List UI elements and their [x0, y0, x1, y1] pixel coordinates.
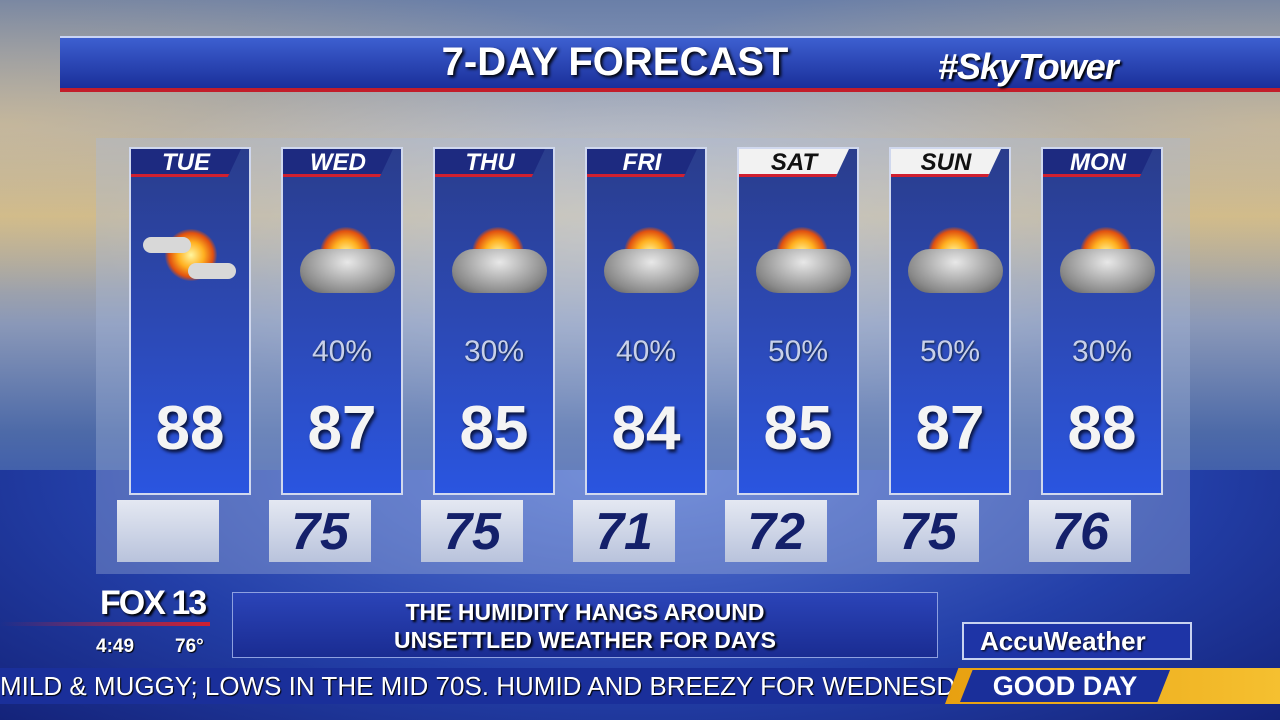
high-temp: 85 [459, 394, 529, 463]
precip-chance: 50% [919, 335, 981, 368]
day-label: MON [1043, 149, 1153, 177]
forecast-card-sat: SAT 50% 85 [737, 147, 859, 495]
day-label: TUE [131, 149, 241, 177]
forecast-card-mon: MON 30% 88 [1041, 147, 1163, 495]
sun-cloud-rain-icon [447, 219, 547, 299]
high-temp: 87 [915, 394, 985, 463]
day-label: WED [283, 149, 393, 177]
logo-divider [0, 622, 210, 626]
sun-cloud-rain-icon [599, 219, 699, 299]
headline-line-1: THE HUMIDITY HANGS AROUND [405, 599, 765, 625]
precip-chance: 40% [615, 335, 677, 368]
forecast-card-thu: THU 30% 85 [433, 147, 555, 495]
headline-box: THE HUMIDITY HANGS AROUND UNSETTLED WEAT… [232, 592, 938, 658]
clock: 4:49 [96, 636, 135, 657]
precip-chance: 30% [1071, 335, 1133, 368]
current-temp: 76° [175, 636, 204, 657]
sun-cloud-rain-icon [1055, 219, 1155, 299]
high-temp: 88 [155, 394, 225, 463]
day-label: SAT [739, 149, 849, 177]
precip-chance: 50% [767, 335, 829, 368]
page-title: 7-DAY FORECAST [441, 40, 789, 84]
low-temp: 75 [269, 500, 371, 562]
forecast-card-fri: FRI 40% 84 [585, 147, 707, 495]
day-label: THU [435, 149, 545, 177]
high-temp: 87 [307, 394, 377, 463]
sun-cloud-rain-icon [751, 219, 851, 299]
sun-clouds-icon [143, 219, 243, 299]
low-temp: 75 [877, 500, 979, 562]
sun-cloud-rain-icon [903, 219, 1003, 299]
sponsor-logo: AccuWeather [962, 622, 1192, 660]
forecast-card-tue: TUE 88 [129, 147, 251, 495]
high-temp: 85 [763, 394, 833, 463]
news-ticker: MILD & MUGGY; LOWS IN THE MID 70S. HUMID… [0, 668, 960, 704]
station-logo: FOX 13 [100, 584, 207, 622]
low-temp: 76 [1029, 500, 1131, 562]
high-temp: 84 [611, 394, 681, 463]
forecast-card-sun: SUN 50% 87 [889, 147, 1011, 495]
show-name: GOOD DAY [960, 670, 1170, 702]
low-temp: 71 [573, 500, 675, 562]
precip-chance: 30% [463, 335, 525, 368]
sun-cloud-rain-icon [295, 219, 395, 299]
low-temp: 72 [725, 500, 827, 562]
low-temp: 75 [421, 500, 523, 562]
high-temp: 88 [1067, 394, 1137, 463]
skytower-logo: #SkyTower [938, 46, 1119, 87]
headline-line-2: UNSETTLED WEATHER FOR DAYS [393, 627, 777, 653]
day-label: FRI [587, 149, 697, 177]
day-label: SUN [891, 149, 1001, 177]
precip-chance: 40% [311, 335, 373, 368]
low-temp [117, 500, 219, 562]
title-bar [60, 36, 1280, 92]
forecast-card-wed: WED 40% 87 [281, 147, 403, 495]
